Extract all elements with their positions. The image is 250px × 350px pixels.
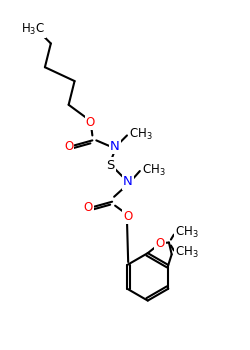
Text: N: N: [123, 175, 133, 188]
Text: H$_3$C: H$_3$C: [21, 22, 45, 37]
Text: CH$_3$: CH$_3$: [175, 225, 199, 240]
Text: O: O: [156, 237, 165, 250]
Text: O: O: [84, 201, 93, 214]
Text: N: N: [110, 140, 120, 153]
Text: CH$_3$: CH$_3$: [142, 162, 166, 177]
Text: O: O: [64, 140, 73, 153]
Text: CH$_3$: CH$_3$: [175, 245, 199, 260]
Text: S: S: [106, 159, 114, 172]
Text: CH$_3$: CH$_3$: [129, 127, 153, 142]
Text: O: O: [86, 116, 95, 129]
Text: O: O: [123, 210, 132, 223]
